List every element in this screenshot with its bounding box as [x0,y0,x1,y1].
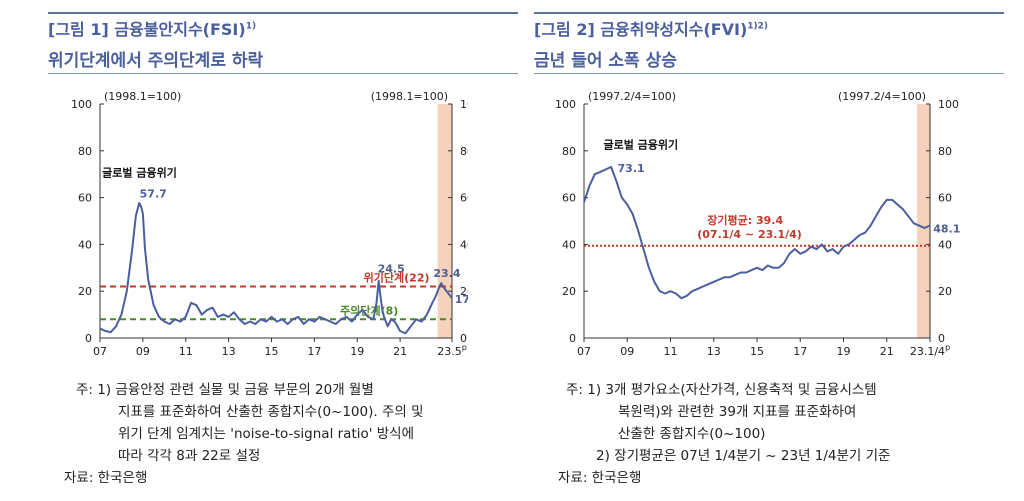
threshold-label: 주의단계(8) [340,303,398,317]
x-tick-label: 11 [664,345,678,358]
recent-period-shade [917,104,930,338]
y-tick-label-right: 20 [938,285,952,298]
y-tick-label-right: 0 [938,332,945,345]
y-tick-label-right: 40 [938,238,952,251]
y-tick-label-left: 40 [562,238,576,251]
x-tick-label: 07 [93,345,107,358]
title-rule [534,12,1004,14]
fsi-notes: 주: 1) 금융안정 관련 실물 및 금융 부문의 20개 월별 지표를 표준화… [64,379,424,489]
threshold-label: 장기평균: 39.4 [707,213,783,227]
source-line: 자료: 한국은행 [558,470,642,486]
y-tick-label-left: 0 [85,332,92,345]
y-tick-label-right: 100 [460,98,468,111]
x-tick-label: 15 [264,345,278,358]
fsi-line-chart: 0 0 20 20 40 40 60 60 80 80 100 100 07 09 11 13 15 17 19 21… [71,90,468,358]
y-tick-label-left: 80 [78,145,92,158]
x-tick-label: 09 [136,345,150,358]
series-line [583,165,931,300]
y-tick-label-right: 80 [460,145,468,158]
base-note-left: (1998.1=100) [104,90,181,103]
subtitle-rule [48,73,518,74]
x-tick-label: 23.5p [437,343,467,358]
data-annotation: 48.1 [933,223,960,236]
x-tick-label: 09 [620,345,634,358]
base-note-right: (1998.1=100) [371,90,448,103]
data-annotation: 57.7 [140,188,167,201]
title-rule [48,12,518,14]
note-line: 주: 1) 금융안정 관련 실물 및 금융 부문의 20개 월별 [76,382,374,398]
note-line: 복원력)와 관련한 39개 지표를 표준화하여 [618,404,857,420]
y-tick-label-right: 100 [938,98,959,111]
x-tick-label: 19 [837,345,851,358]
note-line: 주: 1) 3개 평가요소(자산가격, 신용축적 및 금융시스템 [566,382,877,398]
data-annotation: 글로벌 금융위기 [603,137,678,151]
x-tick-label: 07 [577,345,591,358]
y-tick-label-left: 80 [562,145,576,158]
x-tick-label: 13 [707,345,721,358]
figure-title-fsi: [그림 1] 금융불안지수(FSI)1) [48,20,257,39]
threshold-label: 위기단계(22) [364,271,430,285]
threshold-sublabel: (07.1/4 ~ 23.1/4) [697,228,802,241]
fvi-line-chart: 0 0 20 20 40 40 60 60 80 80 100 100 07 09 11 13 15 17 19 21… [555,90,960,358]
y-tick-label-right: 0 [460,332,467,345]
note-line: 지표를 표준화하여 산출한 종합지수(0~100). 주의 및 [118,404,424,420]
note-line: 산출한 종합지수(0~100) [618,426,766,442]
fvi-notes: 주: 1) 3개 평가요소(자산가격, 신용축적 및 금융시스템 복원력)와 관… [558,379,891,489]
note-line: 따라 각각 8과 22로 설정 [118,448,261,464]
y-tick-label-left: 0 [569,332,576,345]
recent-period-shade [437,104,452,338]
x-tick-label: 21 [880,345,894,358]
data-annotation: 73.1 [618,162,645,175]
x-tick-label: 17 [793,345,807,358]
y-tick-label-left: 100 [555,98,576,111]
y-tick-label-right: 80 [938,145,952,158]
note-line: 2) 장기평균은 07년 1/4분기 ~ 23년 1/4분기 기준 [596,448,891,464]
series-line [99,202,453,335]
figure-subtitle-fvi: 금년 들어 소폭 상승 [534,51,677,71]
subtitle-rule [534,73,1004,74]
data-annotation: 24.5 [378,262,405,275]
x-tick-label: 23.1/4p [910,343,950,358]
y-tick-label-left: 100 [71,98,92,111]
panel-fvi: [그림 2] 금융취약성지수(FVI)1)2) 금년 들어 소폭 상승 0 0 20… [534,0,1004,501]
y-tick-label-left: 20 [562,285,576,298]
x-tick-label: 11 [179,345,193,358]
data-annotation: 23.4 [433,267,460,280]
note-line: 위기 단계 임계치는 'noise-to-signal ratio' 방식에 [118,426,415,442]
y-tick-label-left: 60 [562,192,576,205]
source-line: 자료: 한국은행 [64,470,148,486]
x-tick-label: 17 [307,345,321,358]
data-annotation: 글로벌 금융위기 [102,166,177,180]
x-tick-label: 21 [393,345,407,358]
y-tick-label-left: 60 [78,192,92,205]
x-tick-label: 13 [222,345,236,358]
x-tick-label: 19 [350,345,364,358]
y-tick-label-right: 60 [938,192,952,205]
y-tick-label-left: 20 [78,285,92,298]
base-note-left: (1997.2/4=100) [588,90,676,103]
y-tick-label-right: 60 [460,192,468,205]
y-tick-label-right: 20 [460,285,468,298]
base-note-right: (1997.2/4=100) [838,90,926,103]
y-tick-label-right: 40 [460,238,468,251]
figure-title-fvi: [그림 2] 금융취약성지수(FVI)1)2) [534,20,769,39]
x-tick-label: 15 [750,345,764,358]
data-annotation: 17.0 [455,293,468,306]
figure-subtitle-fsi: 위기단계에서 주의단계로 하락 [48,51,264,71]
y-tick-label-left: 40 [78,238,92,251]
